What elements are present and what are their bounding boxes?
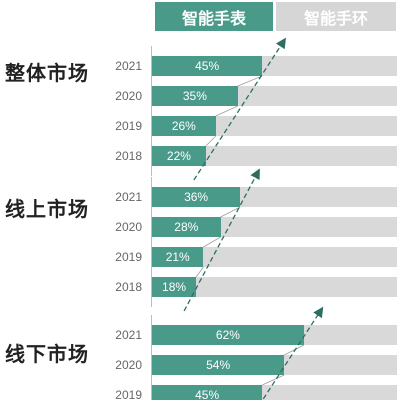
year-label: 2021 xyxy=(115,59,142,73)
connector-line xyxy=(237,75,263,87)
year-label: 2019 xyxy=(115,250,142,264)
bar-smartwatch: 26% xyxy=(152,116,216,136)
year-label: 2019 xyxy=(115,119,142,133)
bar-smartwatch: 45% xyxy=(152,385,263,400)
year-label: 2019 xyxy=(115,388,142,400)
legend-smartband: 智能手环 xyxy=(276,2,396,31)
panel-title-1: 线上市场 xyxy=(5,199,89,221)
connector-line xyxy=(262,374,285,386)
year-label: 2021 xyxy=(115,328,142,342)
bar-smartwatch: 54% xyxy=(152,355,285,375)
connector-line xyxy=(215,105,238,117)
bar-smartwatch: 45% xyxy=(152,56,263,76)
year-label: 2021 xyxy=(115,190,142,204)
panel-axis-line-1 xyxy=(151,177,152,307)
year-label: 2020 xyxy=(115,358,142,372)
bar-smartwatch: 21% xyxy=(152,247,204,267)
connector-line xyxy=(195,266,204,278)
bar-smartwatch: 28% xyxy=(152,217,221,237)
bar-smartwatch: 36% xyxy=(152,187,241,207)
connector-line xyxy=(205,135,216,147)
panel-title-2: 线下市场 xyxy=(5,344,89,366)
connector-line xyxy=(220,206,241,218)
bar-smartwatch: 35% xyxy=(152,86,238,106)
year-label: 2020 xyxy=(115,220,142,234)
year-label: 2018 xyxy=(115,149,142,163)
panel-axis-line-0 xyxy=(151,46,152,176)
panel-axis-line-2 xyxy=(151,315,152,400)
year-label: 2020 xyxy=(115,89,142,103)
year-label: 2018 xyxy=(115,280,142,294)
connector-line xyxy=(203,236,221,248)
bar-smartwatch: 18% xyxy=(152,277,197,297)
panel-title-0: 整体市场 xyxy=(5,63,89,85)
connector-line xyxy=(284,344,305,356)
bar-smartwatch: 62% xyxy=(152,325,304,345)
bar-smartwatch: 22% xyxy=(152,146,206,166)
legend-smartwatch: 智能手表 xyxy=(155,2,273,31)
